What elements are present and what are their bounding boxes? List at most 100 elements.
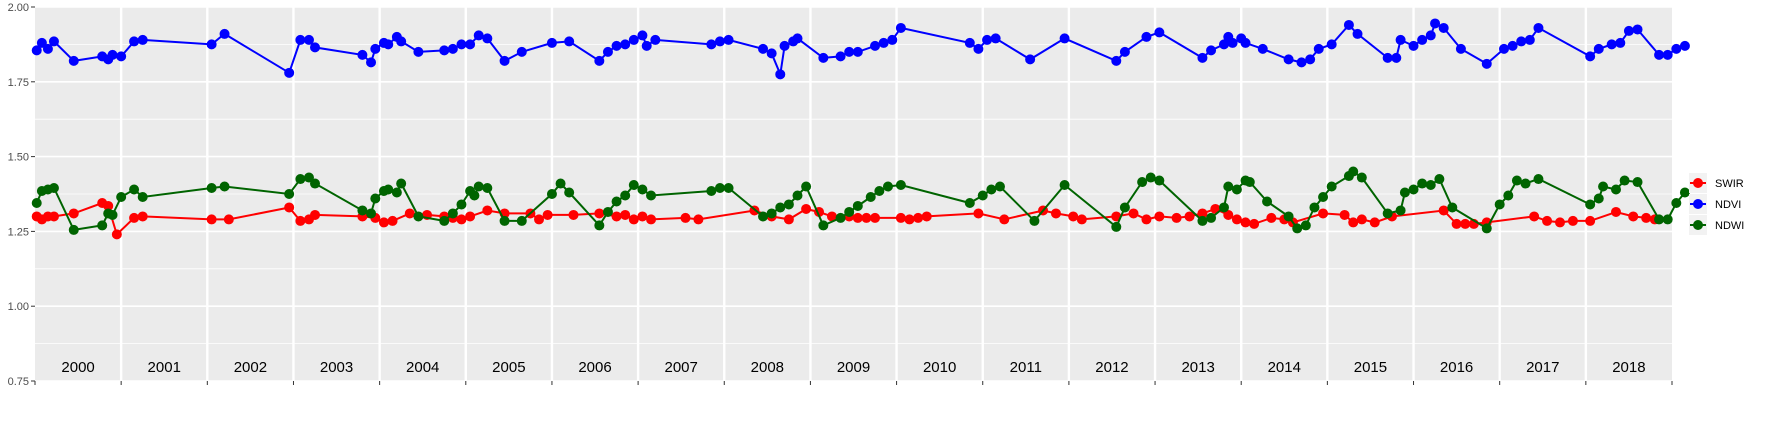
data-point — [977, 190, 988, 201]
data-point — [568, 209, 579, 220]
data-point — [999, 214, 1010, 225]
data-point — [447, 208, 458, 219]
data-point — [1283, 54, 1294, 65]
year-label: 2007 — [664, 359, 697, 376]
data-point — [1326, 39, 1337, 50]
data-point — [137, 191, 148, 202]
data-point — [499, 55, 510, 66]
data-point — [303, 34, 314, 45]
data-point — [637, 211, 648, 222]
data-point — [219, 181, 230, 192]
data-point — [366, 57, 377, 68]
data-point — [206, 214, 217, 225]
data-point — [792, 33, 803, 44]
y-tick-label: 1.25 — [8, 226, 29, 238]
data-point — [964, 197, 975, 208]
data-point — [366, 208, 377, 219]
data-point — [48, 183, 59, 194]
year-label: 2004 — [406, 359, 439, 376]
data-point — [1309, 202, 1320, 213]
data-point — [370, 43, 381, 54]
legend-label-ndwi: NDWI — [1715, 220, 1744, 232]
data-point — [465, 211, 476, 222]
data-point — [1447, 202, 1458, 213]
data-point — [370, 193, 381, 204]
data-point — [129, 184, 140, 195]
data-point — [103, 200, 114, 211]
data-point — [129, 212, 140, 223]
data-point — [641, 40, 652, 51]
data-point — [801, 181, 812, 192]
data-point — [1141, 31, 1152, 42]
year-label: 2008 — [751, 359, 784, 376]
data-point — [818, 220, 829, 231]
data-point — [1391, 52, 1402, 63]
data-point — [1395, 34, 1406, 45]
data-point — [1529, 211, 1540, 222]
data-point — [387, 215, 398, 226]
data-point — [1498, 43, 1509, 54]
data-point — [620, 39, 631, 50]
data-point — [1382, 52, 1393, 63]
year-label: 2010 — [923, 359, 956, 376]
data-point — [706, 39, 717, 50]
data-point — [1438, 22, 1449, 33]
data-point — [137, 211, 148, 222]
data-point — [1119, 46, 1130, 57]
year-label: 2000 — [61, 359, 94, 376]
data-point — [1417, 34, 1428, 45]
data-point — [1434, 174, 1445, 185]
data-point — [878, 37, 889, 48]
data-point — [1240, 37, 1251, 48]
data-point — [714, 183, 725, 194]
data-point — [1339, 209, 1350, 220]
y-axis: 0.75 1.00 1.25 1.50 1.75 2.00 — [8, 2, 1673, 388]
data-point — [921, 211, 932, 222]
data-point — [1348, 217, 1359, 228]
data-point — [447, 43, 458, 54]
data-point — [1438, 205, 1449, 216]
data-point — [396, 178, 407, 189]
data-point — [473, 181, 484, 192]
data-point — [982, 34, 993, 45]
data-point — [439, 45, 450, 56]
data-point — [1671, 43, 1682, 54]
data-point — [107, 209, 118, 220]
data-point — [1511, 175, 1522, 186]
data-point — [723, 183, 734, 194]
data-point — [964, 37, 975, 48]
legend-key-point — [1693, 199, 1703, 209]
data-point — [1076, 214, 1087, 225]
data-point — [628, 180, 639, 191]
data-point — [990, 33, 1001, 44]
data-point — [1533, 174, 1544, 185]
data-point — [1292, 223, 1303, 234]
data-point — [775, 202, 786, 213]
data-point — [1128, 208, 1139, 219]
series-ndvi — [31, 18, 1690, 80]
data-point — [1068, 211, 1079, 222]
data-point — [1606, 39, 1617, 50]
data-point — [1417, 178, 1428, 189]
data-point — [473, 30, 484, 41]
data-point — [723, 34, 734, 45]
data-point — [1050, 208, 1061, 219]
data-point — [1610, 206, 1621, 217]
data-point — [792, 190, 803, 201]
data-point — [1425, 30, 1436, 41]
data-point — [383, 184, 394, 195]
data-point — [783, 199, 794, 210]
data-point — [986, 184, 997, 195]
data-point — [1585, 199, 1596, 210]
data-point — [499, 215, 510, 226]
data-point — [835, 212, 846, 223]
data-point — [383, 39, 394, 50]
data-point — [1262, 196, 1273, 207]
data-point — [534, 214, 545, 225]
data-point — [1628, 211, 1639, 222]
data-point — [42, 43, 53, 54]
data-point — [1619, 175, 1630, 186]
data-point — [1679, 40, 1690, 51]
data-point — [1598, 181, 1609, 192]
data-point — [775, 69, 786, 80]
